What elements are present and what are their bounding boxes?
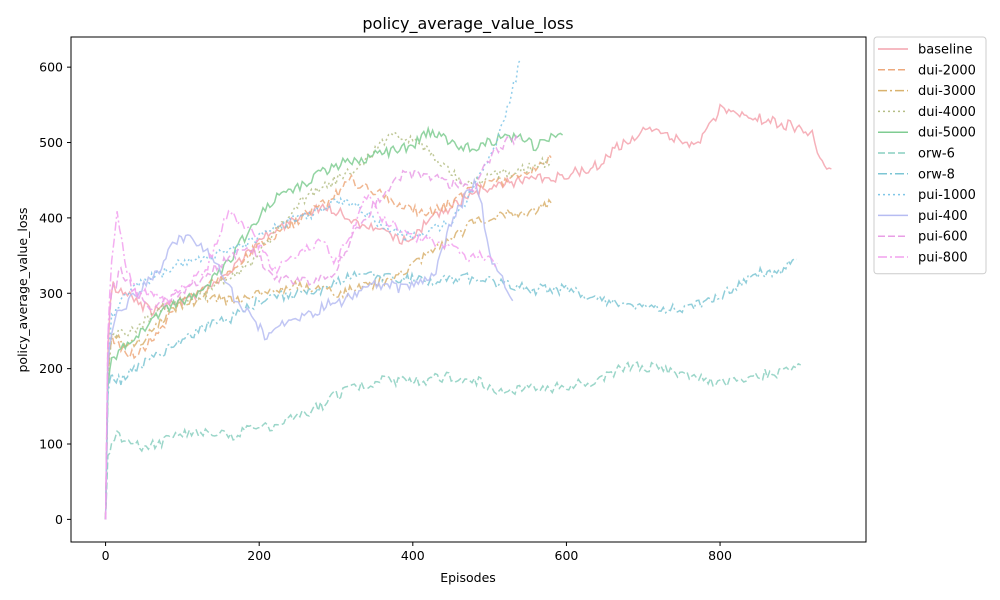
x-axis: 0 200 400 600 800 xyxy=(102,542,732,563)
chart-title: policy_average_value_loss xyxy=(362,14,573,34)
legend-label-pui-800: pui-800 xyxy=(918,251,968,266)
x-tick-label: 800 xyxy=(708,548,732,563)
legend-label-pui-400: pui-400 xyxy=(918,209,968,224)
y-tick-label: 400 xyxy=(39,210,63,225)
series-layer xyxy=(104,59,832,520)
series-line-orw-8 xyxy=(104,258,798,520)
legend-label-dui-3000: dui-3000 xyxy=(918,84,976,99)
series-line-dui-3000 xyxy=(104,198,552,520)
legend-label-dui-5000: dui-5000 xyxy=(918,126,976,141)
y-tick-label: 500 xyxy=(39,135,63,150)
legend: baseline dui-2000 dui-3000 dui-4000 dui-5000… xyxy=(873,36,987,275)
series-line-pui-400 xyxy=(104,177,514,520)
x-axis-label: Episodes xyxy=(440,570,496,585)
series-line-orw-6 xyxy=(104,361,802,520)
series-line-dui-4000 xyxy=(104,131,552,520)
series-line-pui-800 xyxy=(104,192,498,520)
legend-label-orw-8: orw-8 xyxy=(918,167,955,182)
y-tick-label: 0 xyxy=(55,512,63,527)
y-tick-label: 600 xyxy=(39,60,63,75)
series-line-pui-1000 xyxy=(104,59,521,520)
y-axis: 0 100 200 300 400 500 600 xyxy=(39,60,71,527)
plot-frame xyxy=(70,36,867,543)
y-tick-label: 200 xyxy=(39,361,63,376)
y-tick-label: 100 xyxy=(39,437,63,452)
series-line-baseline xyxy=(104,103,832,520)
legend-label-pui-1000: pui-1000 xyxy=(918,188,976,203)
legend-label-pui-600: pui-600 xyxy=(918,230,968,245)
legend-label-dui-4000: dui-4000 xyxy=(918,105,976,120)
y-axis-label: policy_average_value_loss xyxy=(15,207,30,372)
x-tick-label: 600 xyxy=(555,548,579,563)
legend-label-dui-2000: dui-2000 xyxy=(918,63,976,78)
legend-label-orw-6: orw-6 xyxy=(918,147,955,162)
series-line-dui-5000 xyxy=(104,125,564,520)
legend-box xyxy=(873,36,987,275)
y-tick-label: 300 xyxy=(39,286,63,301)
x-tick-label: 400 xyxy=(401,548,425,563)
legend-label-baseline: baseline xyxy=(918,43,972,58)
x-tick-label: 0 xyxy=(102,548,110,563)
x-tick-label: 200 xyxy=(247,548,271,563)
